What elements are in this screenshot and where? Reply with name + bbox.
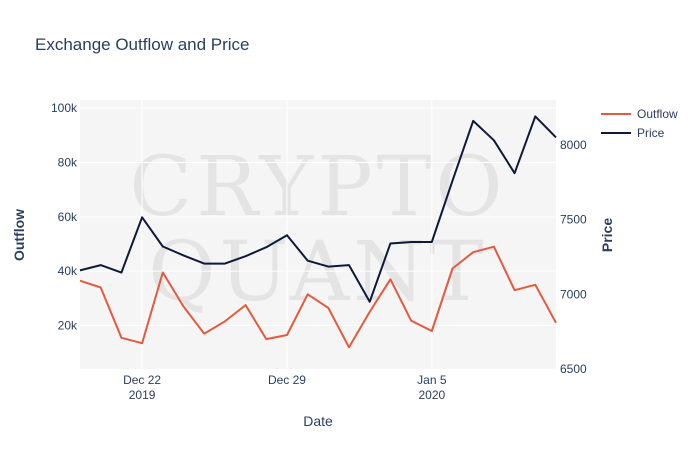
right-axis-ticks: 6500 7000 7500 8000 [560,138,587,376]
x-tick-sublabel: 2019 [129,388,156,402]
right-tick-label: 8000 [560,138,587,152]
left-tick-label: 60k [58,210,78,224]
x-tick-label: Dec 29 [268,373,306,387]
series-layer [79,115,557,349]
x-axis-title: Date [303,413,333,429]
x-tick-label: Jan 5 [417,373,447,387]
watermark-line-2: QUANT [148,225,487,320]
left-tick-label: 100k [51,101,78,115]
left-axis-ticks: 20k 40k 60k 80k 100k [51,101,78,332]
outflow-line[interactable] [79,245,557,349]
legend-label: Price [637,126,665,140]
x-tick-label: Dec 22 [123,373,161,387]
legend-item-price[interactable]: Price [601,126,665,140]
left-tick-label: 20k [58,319,78,333]
x-tick-sublabel: 2020 [418,388,445,402]
right-tick-label: 7000 [560,287,587,301]
chart-title: Exchange Outflow and Price [35,35,250,54]
legend-item-outflow[interactable]: Outflow [601,107,678,121]
left-axis-title: Outflow [11,209,27,261]
right-axis-title: Price [599,218,615,252]
price-line[interactable] [79,115,557,303]
gridlines [80,100,556,369]
right-tick-label: 7500 [560,213,587,227]
legend-label: Outflow [637,107,678,121]
right-tick-label: 6500 [560,362,587,376]
left-tick-label: 40k [58,264,78,278]
left-tick-label: 80k [58,155,78,169]
legend[interactable]: Outflow Price [601,107,678,140]
plot-area [80,100,556,369]
